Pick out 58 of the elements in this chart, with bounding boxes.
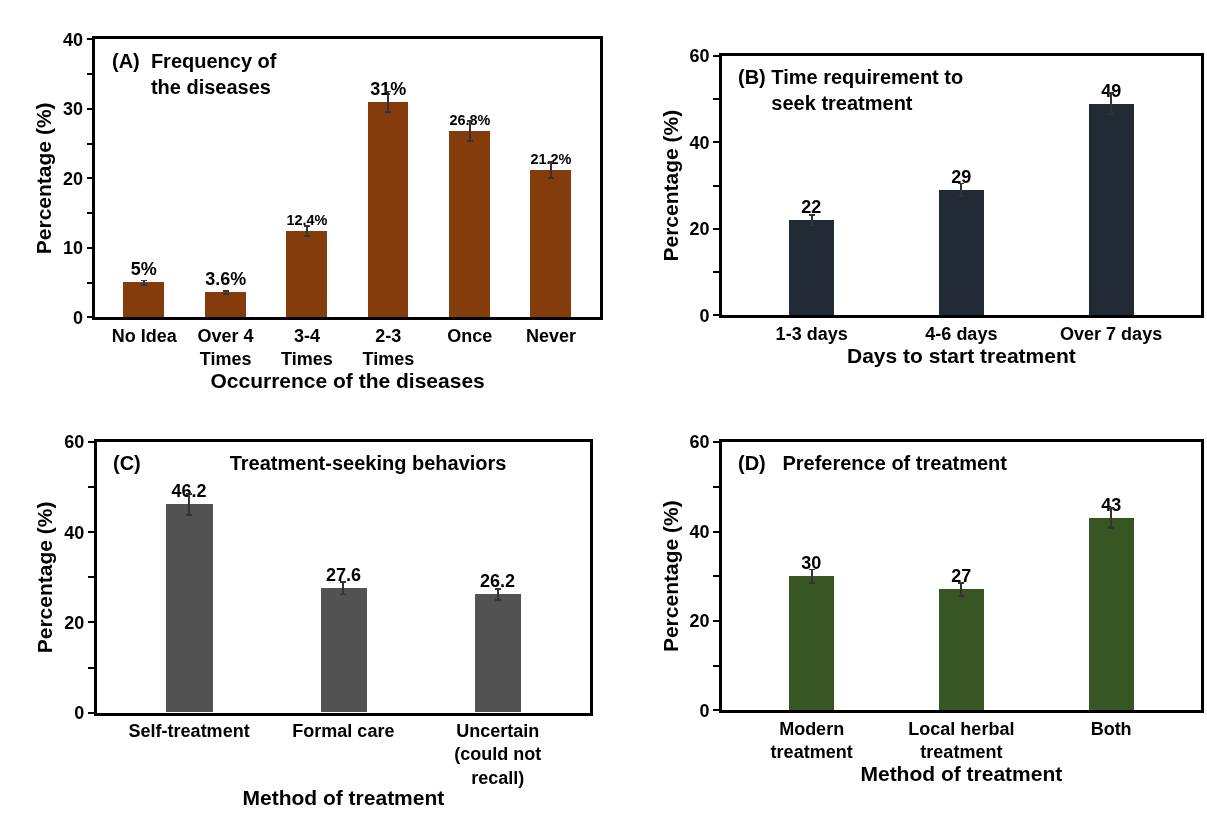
data-label: 3.6% [205,269,247,290]
y-tick-label: 40 [64,522,85,543]
x-axis-title: Method of treatment [860,761,1063,785]
y-tick-label: 40 [689,132,710,153]
y-tick-label: 60 [689,46,710,67]
text: (D) Preference of treatment [738,452,1008,474]
data-label: 22 [801,196,822,217]
x-tick-label: Over 4 Times [197,325,254,370]
data-label: 49 [1101,80,1122,101]
y-tick-label: 40 [62,29,83,50]
x-tick-label: Over 7 days [1060,323,1163,344]
text: (A) Frequency of the diseases [112,50,277,98]
data-label: 5% [130,259,157,280]
y-axis-title: Percentage (%) [33,501,57,654]
data-label: 21.2% [530,151,572,168]
y-tick-label: 0 [74,702,85,723]
x-tick-label: 1-3 days [775,323,848,344]
x-tick-label: 2-3 Times [362,325,415,370]
x-tick-label: Local herbal treatment [908,718,1015,762]
data-label: 12.4% [286,212,328,229]
data-label: 27.6 [326,565,362,586]
y-axis-title: Percentage (%) [32,102,56,255]
text: (C) Treatment-seeking behaviors [113,452,507,474]
data-label: 31% [370,79,407,100]
y-tick-label: 20 [689,219,710,240]
x-tick-label: Formal care [292,720,395,741]
x-tick-label: Both [1090,718,1132,739]
text: (B) Time requirement to seek treatment [738,66,964,114]
x-tick-label: No Idea [111,325,178,346]
data-label: 46.2 [171,481,207,502]
y-tick-label: 60 [64,432,85,453]
x-tick-label: Modern treatment [770,718,853,762]
y-tick-label: 10 [62,238,83,259]
x-tick-label: Never [526,325,577,346]
data-label: 29 [951,166,972,187]
data-label: 27 [951,566,972,587]
x-tick-label: Once [447,325,493,346]
x-axis-title: Occurrence of the diseases [210,369,485,393]
x-axis-title: Days to start treatment [847,343,1076,367]
y-tick-label: 30 [62,99,83,120]
y-tick-label: 0 [699,305,710,326]
data-label: 26.8% [449,112,491,129]
y-tick-label: 0 [72,307,83,328]
y-tick-label: 20 [64,612,85,633]
y-tick-label: 20 [689,611,710,632]
data-label: 26.2 [480,571,516,592]
y-tick-label: 20 [62,168,83,189]
x-axis-title: Method of treatment [242,785,445,809]
y-tick-label: 40 [689,521,710,542]
y-tick-label: 60 [689,432,710,453]
y-axis-title: Percentage (%) [658,500,682,653]
x-tick-label: Uncertain (could not recall) [454,720,542,788]
x-tick-label: Self-treatment [128,720,250,741]
x-tick-label: 3-4 Times [281,325,333,370]
y-tick-label: 0 [699,700,710,721]
x-tick-label: 4-6 days [925,323,998,344]
data-label: 30 [801,553,822,574]
y-axis-title: Percentage (%) [658,109,682,262]
